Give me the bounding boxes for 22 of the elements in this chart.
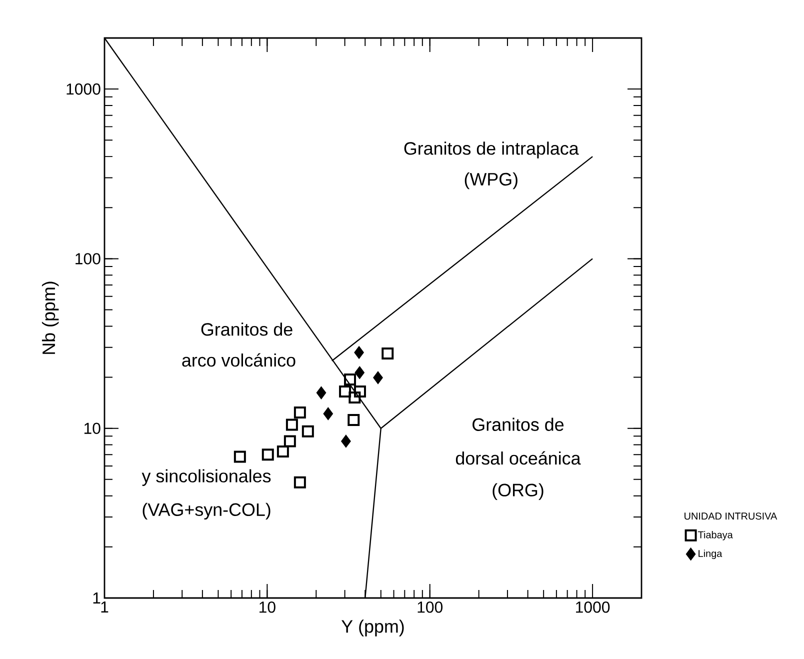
annotation: arco volcánico	[182, 353, 296, 367]
legend-label: Linga	[698, 550, 722, 559]
y-tick-label: 1	[93, 592, 100, 604]
x-axis-title: Y (ppm)	[342, 620, 404, 636]
y-tick-label: 1000	[66, 83, 100, 95]
x-tick-label: 1	[101, 602, 108, 612]
annotation: Granitos de intraplaca	[404, 142, 579, 158]
annotation: (ORG)	[492, 483, 544, 500]
annotation: (WPG)	[464, 172, 518, 190]
legend-label: Tiabaya	[698, 531, 733, 540]
annotation: Granitos de	[472, 418, 564, 431]
x-tick-label: 100	[418, 602, 443, 613]
y-tick-label: 100	[76, 253, 100, 264]
x-tick-label: 1000	[576, 602, 610, 613]
x-tick-label: 10	[260, 602, 276, 613]
y-tick-label: 10	[84, 422, 100, 434]
annotation: (VAG+syn-COL)	[142, 502, 270, 520]
annotation: dorsal oceánica	[456, 451, 581, 465]
y-axis-title: Nb (ppm)	[42, 282, 59, 354]
legend-title: UNIDAD INTRUSIVA	[684, 512, 778, 520]
annotation: y sincolisionales	[142, 469, 271, 486]
annotation: Granitos de	[201, 322, 292, 336]
